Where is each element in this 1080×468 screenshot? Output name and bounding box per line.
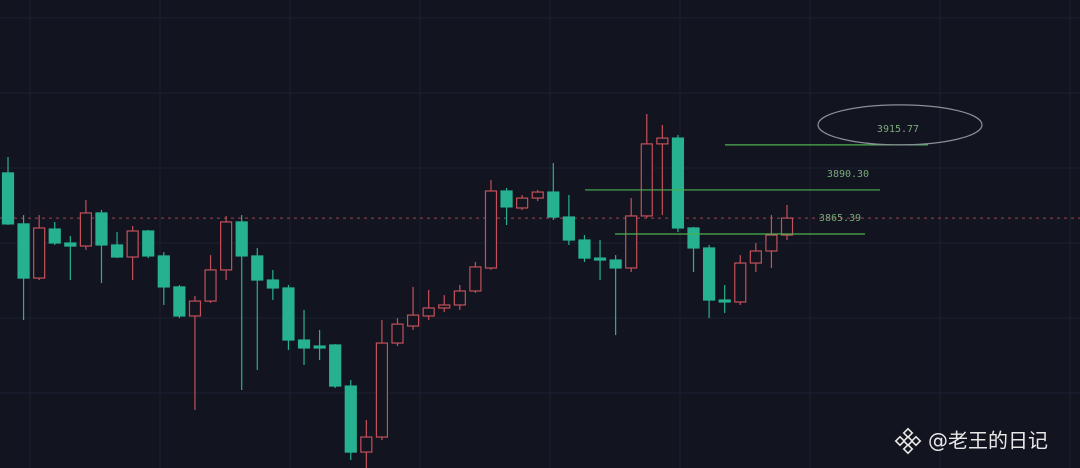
candle-body [1, 172, 15, 225]
candle-body [110, 244, 124, 258]
candle-body [671, 137, 685, 229]
candle-body [702, 247, 716, 301]
candle-body [375, 342, 389, 438]
candle-body [593, 257, 607, 261]
candle-body [640, 143, 653, 217]
candle-body [142, 230, 155, 257]
candle-body [687, 227, 700, 249]
candle-body [578, 239, 591, 259]
level-label: 3915.77 [877, 124, 919, 135]
levels: 3915.77 3890.30 3865.39 [585, 104, 983, 235]
candle-body [547, 191, 560, 218]
candle-body [749, 250, 762, 264]
candle-body [453, 290, 466, 306]
candle-body [64, 242, 77, 247]
candle-body [422, 307, 435, 317]
candle-body [282, 287, 295, 341]
candle-body [297, 339, 311, 349]
candle-body [406, 314, 420, 327]
candle-body [516, 197, 529, 209]
candle-body [562, 216, 575, 241]
candle-body [235, 221, 248, 257]
candle-body [266, 279, 279, 289]
candle-body [360, 436, 373, 453]
candle-body [391, 323, 404, 344]
candle-body [313, 345, 326, 349]
candle-body [765, 234, 778, 252]
candle-body [220, 221, 233, 271]
candle-body [531, 191, 544, 199]
candle-body [173, 286, 186, 317]
level-highlight [817, 104, 983, 146]
candle-body [780, 217, 794, 236]
candle-body [718, 299, 731, 303]
candle-body [79, 212, 93, 247]
level-label: 3890.30 [827, 169, 869, 180]
candle-body [656, 137, 669, 145]
level-label: 3865.39 [819, 213, 861, 224]
candle-body [33, 227, 46, 279]
watermark: @老王的日记 [894, 427, 1048, 455]
candle-body [204, 269, 217, 302]
candle-body [95, 212, 108, 246]
candle-body [157, 255, 170, 288]
candle-body [500, 190, 513, 208]
candle-body [734, 262, 747, 303]
candle-body [126, 230, 139, 258]
candle-body [609, 259, 622, 269]
candle-body [329, 344, 342, 387]
candle-body [625, 215, 638, 269]
candle-body [251, 255, 264, 281]
watermark-logo [894, 427, 922, 455]
candle-body [469, 266, 482, 292]
candle-body [48, 228, 61, 244]
candle-body [484, 190, 498, 269]
candle-body [17, 223, 30, 279]
candle-body [188, 300, 202, 317]
watermark-text: @老王的日记 [928, 429, 1048, 453]
candles [1, 113, 794, 468]
candle-body [438, 304, 451, 309]
candle-body [344, 385, 357, 453]
